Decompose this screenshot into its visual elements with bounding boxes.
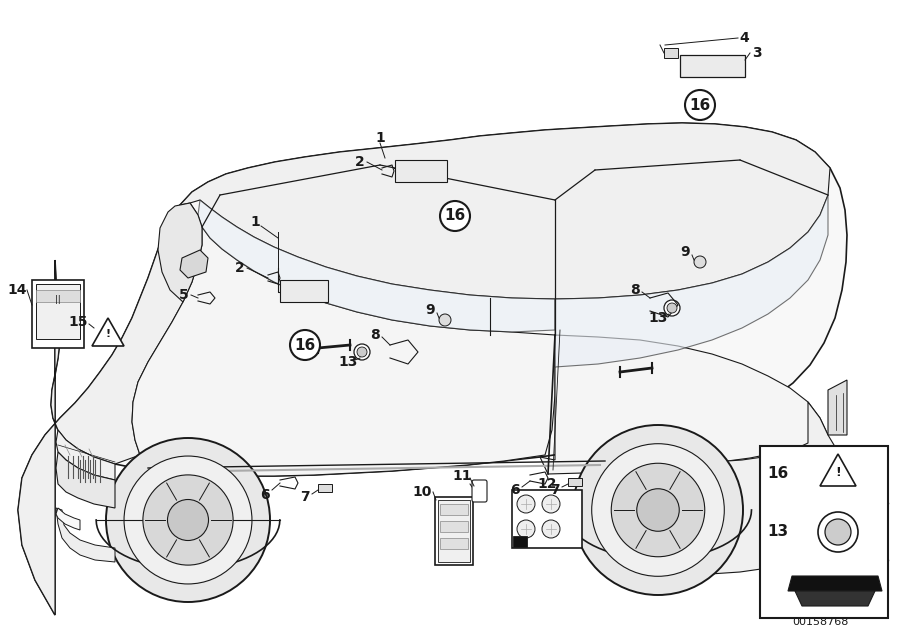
Polygon shape	[18, 123, 847, 615]
Polygon shape	[158, 203, 202, 302]
Text: !: !	[835, 466, 841, 478]
Circle shape	[573, 425, 743, 595]
Text: 00158768: 00158768	[792, 617, 848, 627]
Circle shape	[591, 444, 725, 576]
Circle shape	[439, 314, 451, 326]
Bar	[395, 160, 447, 182]
Polygon shape	[788, 576, 882, 591]
Text: 7: 7	[301, 490, 310, 504]
Polygon shape	[820, 454, 856, 486]
Bar	[513, 536, 527, 547]
Polygon shape	[795, 591, 875, 606]
Circle shape	[694, 256, 706, 268]
Polygon shape	[828, 380, 847, 435]
Text: 14: 14	[7, 283, 27, 297]
Bar	[36, 284, 80, 339]
Polygon shape	[18, 203, 202, 615]
Text: 13: 13	[338, 355, 357, 369]
Text: 7: 7	[550, 483, 560, 497]
Polygon shape	[555, 195, 828, 367]
Text: 8: 8	[370, 328, 380, 342]
FancyBboxPatch shape	[472, 480, 487, 502]
Text: 11: 11	[452, 469, 472, 483]
Text: 4: 4	[739, 31, 749, 45]
Polygon shape	[92, 318, 124, 346]
Text: 9: 9	[425, 303, 435, 317]
Bar	[440, 538, 468, 549]
Circle shape	[354, 344, 370, 360]
Polygon shape	[56, 452, 115, 508]
Circle shape	[143, 475, 233, 565]
Text: 6: 6	[260, 488, 270, 502]
Polygon shape	[540, 335, 828, 474]
Text: 5: 5	[179, 288, 189, 302]
Text: 16: 16	[689, 97, 711, 113]
Text: 1: 1	[250, 215, 260, 229]
Text: 16: 16	[445, 209, 465, 223]
Bar	[280, 280, 328, 302]
Bar	[32, 280, 84, 348]
Circle shape	[825, 519, 851, 545]
Bar	[435, 497, 473, 565]
Polygon shape	[180, 250, 208, 278]
Polygon shape	[56, 508, 80, 530]
Bar	[36, 290, 80, 302]
Polygon shape	[56, 430, 115, 480]
Text: 9: 9	[680, 245, 689, 259]
Circle shape	[542, 495, 560, 513]
Bar	[440, 504, 468, 515]
Text: 3: 3	[752, 46, 761, 60]
Circle shape	[542, 520, 560, 538]
Circle shape	[106, 438, 270, 602]
Bar	[512, 490, 582, 548]
Circle shape	[167, 499, 209, 541]
Text: 1: 1	[375, 131, 385, 145]
Polygon shape	[180, 123, 830, 299]
Text: 2: 2	[235, 261, 245, 275]
Polygon shape	[605, 402, 845, 574]
Circle shape	[517, 520, 535, 538]
Text: 10: 10	[412, 485, 432, 499]
Text: 16: 16	[768, 466, 788, 481]
Circle shape	[440, 201, 470, 231]
Circle shape	[818, 512, 858, 552]
Circle shape	[637, 488, 680, 531]
Polygon shape	[132, 227, 555, 476]
Circle shape	[290, 330, 320, 360]
Bar	[760, 446, 888, 618]
Circle shape	[517, 495, 535, 513]
Text: 2: 2	[356, 155, 364, 169]
Bar	[440, 521, 468, 532]
Bar	[664, 48, 678, 58]
Circle shape	[685, 90, 715, 120]
Text: 6: 6	[510, 483, 520, 497]
Circle shape	[611, 463, 705, 556]
Text: !: !	[105, 329, 111, 339]
Circle shape	[664, 300, 680, 316]
Circle shape	[124, 456, 252, 584]
Bar	[680, 55, 745, 77]
Bar	[568, 478, 582, 486]
Circle shape	[667, 303, 677, 313]
Text: ||: ||	[55, 296, 61, 305]
Bar	[438, 500, 470, 562]
Polygon shape	[198, 200, 555, 332]
Text: 13: 13	[648, 311, 668, 325]
Polygon shape	[56, 508, 115, 562]
Text: 8: 8	[630, 283, 640, 297]
Text: 15: 15	[68, 315, 88, 329]
Text: 16: 16	[294, 338, 316, 352]
Text: 13: 13	[768, 525, 788, 539]
Text: 12: 12	[537, 477, 557, 491]
Bar	[318, 484, 332, 492]
Circle shape	[357, 347, 367, 357]
